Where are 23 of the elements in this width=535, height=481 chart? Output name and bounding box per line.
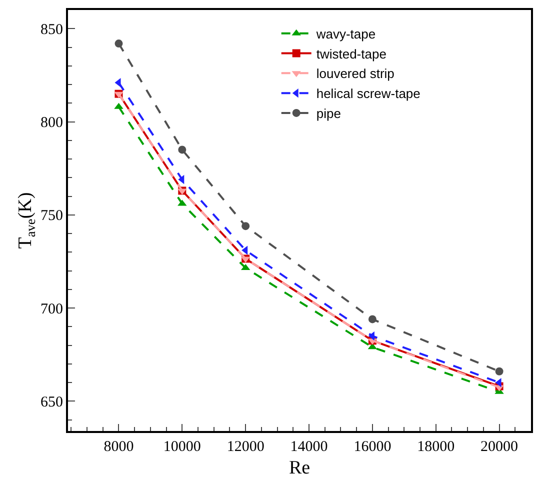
y-tick-label: 750	[40, 208, 63, 224]
x-tick-label: 20000	[480, 439, 518, 455]
x-tick-label: 14000	[290, 439, 328, 455]
y-tick-label: 850	[40, 22, 63, 38]
legend-label: pipe	[316, 106, 341, 122]
legend-label: wavy-tape	[315, 26, 376, 42]
point	[495, 367, 504, 376]
x-tick-label: 12000	[226, 439, 264, 455]
legend-label: twisted-tape	[316, 46, 386, 62]
point	[242, 222, 250, 230]
legend-label: helical screw-tape	[316, 86, 420, 102]
point	[114, 40, 123, 48]
x-axis-title: Re	[288, 457, 310, 478]
point	[368, 315, 376, 324]
x-tick-label: 8000	[104, 439, 134, 455]
legend-label: louvered strip	[316, 66, 394, 82]
point	[178, 146, 186, 154]
x-tick-label: 18000	[417, 439, 455, 455]
y-tick-label: 650	[40, 394, 63, 410]
y-tick-label: 800	[40, 115, 63, 132]
y-tick-label: 700	[40, 301, 63, 318]
x-tick-label: 16000	[354, 439, 392, 455]
x-tick-label: 10000	[163, 439, 201, 455]
